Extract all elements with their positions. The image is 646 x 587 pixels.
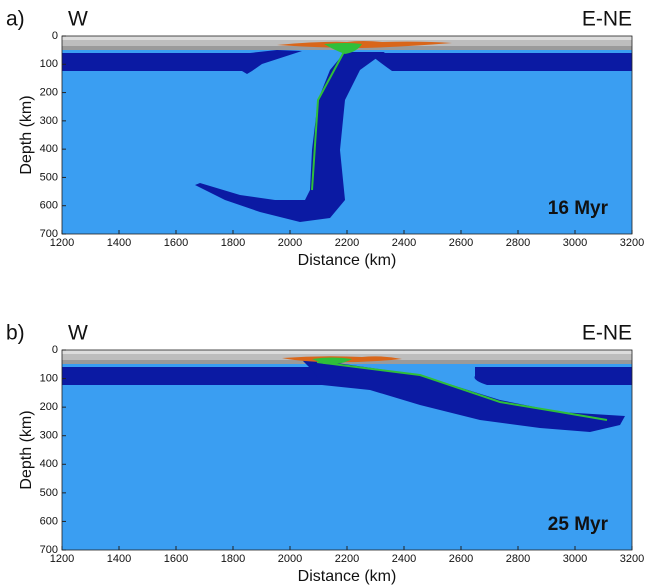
- y-tick-label: 0: [52, 344, 58, 356]
- x-tick-label: 1400: [107, 237, 131, 249]
- crust: [62, 36, 632, 40]
- crust: [62, 350, 632, 360]
- model-a: [62, 36, 632, 234]
- x-tick-label: 2400: [392, 553, 416, 565]
- x-tick-label: 1200: [50, 237, 74, 249]
- slab: [302, 360, 625, 432]
- slab: [195, 52, 385, 222]
- plate-west: [62, 367, 324, 385]
- time-label: 25 Myr: [548, 514, 609, 535]
- x-tick-label: 2600: [449, 237, 473, 249]
- y-tick-label: 100: [40, 372, 58, 384]
- crust: [62, 350, 632, 354]
- x-tick-label: 1600: [164, 237, 188, 249]
- x-tick-label: 1600: [164, 553, 188, 565]
- y-tick-label: 0: [52, 30, 58, 42]
- y-tick-label: 700: [40, 228, 58, 240]
- slab-crust: [316, 361, 608, 421]
- x-tick-label: 1800: [221, 553, 245, 565]
- y-tick-label: 400: [40, 458, 58, 470]
- x-axis-label: Distance (km): [298, 568, 397, 585]
- x-tick-label: 2200: [335, 237, 359, 249]
- x-tick-label: 2000: [278, 553, 302, 565]
- x-tick-label: 1200: [50, 553, 74, 565]
- y-tick-label: 600: [40, 515, 58, 527]
- x-tick-label: 2000: [278, 237, 302, 249]
- east-label: E-NE: [582, 8, 632, 31]
- x-tick-label: 2200: [335, 553, 359, 565]
- y-tick-label: 600: [40, 200, 58, 212]
- y-axis-label: Depth (km): [18, 95, 35, 174]
- west-label: W: [68, 322, 88, 345]
- y-tick-label: 500: [40, 487, 58, 499]
- crust: [62, 36, 632, 46]
- plate-east: [474, 367, 632, 385]
- sediment: [277, 41, 452, 48]
- east-label: E-NE: [582, 322, 632, 345]
- plate-west: [62, 50, 302, 74]
- y-tick-label: 100: [40, 58, 58, 70]
- y-tick-label: 200: [40, 401, 58, 413]
- x-tick-label: 3000: [563, 237, 587, 249]
- y-tick-label: 300: [40, 115, 58, 127]
- x-tick-label: 3000: [563, 553, 587, 565]
- slab-crust: [311, 49, 346, 191]
- x-tick-label: 1400: [107, 553, 131, 565]
- panel-label: b): [6, 322, 25, 345]
- y-tick-label: 300: [40, 430, 58, 442]
- x-tick-label: 1800: [221, 237, 245, 249]
- time-label: 16 Myr: [548, 198, 609, 219]
- y-tick-label: 400: [40, 143, 58, 155]
- arc: [324, 43, 362, 54]
- x-tick-label: 3200: [620, 553, 644, 565]
- x-tick-label: 2800: [506, 553, 530, 565]
- y-tick-label: 200: [40, 86, 58, 98]
- x-tick-label: 2400: [392, 237, 416, 249]
- x-tick-label: 2600: [449, 553, 473, 565]
- y-axis-label: Depth (km): [18, 410, 35, 489]
- plate-east: [372, 53, 632, 71]
- west-label: W: [68, 8, 88, 31]
- arc: [312, 357, 352, 365]
- x-tick-label: 2800: [506, 237, 530, 249]
- y-tick-label: 700: [40, 544, 58, 556]
- panel-label: a): [6, 8, 25, 31]
- y-tick-label: 500: [40, 171, 58, 183]
- x-tick-label: 3200: [620, 237, 644, 249]
- x-axis-label: Distance (km): [298, 252, 397, 269]
- model-b: [62, 350, 632, 550]
